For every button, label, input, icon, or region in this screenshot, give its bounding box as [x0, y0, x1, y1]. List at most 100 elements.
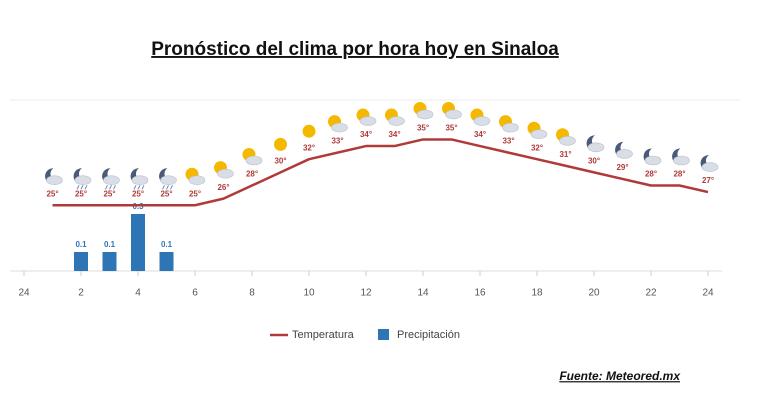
data-label: 33°	[331, 137, 343, 146]
weather-icon	[527, 121, 548, 139]
cloud	[416, 109, 434, 120]
chart-title: Pronóstico del clima por hora hoy en Sin…	[151, 39, 559, 60]
data-label: 0.1	[161, 240, 173, 249]
data-label: 32°	[531, 143, 543, 152]
legend-label: Temperatura	[292, 329, 355, 341]
legend: Temperatura Precipitación	[270, 329, 460, 341]
temperature-line	[52, 138, 709, 207]
weather-icon	[643, 148, 662, 166]
x-tick-label: 6	[192, 288, 198, 299]
data-label: 28°	[645, 170, 657, 179]
data-label: 29°	[616, 163, 628, 172]
weather-icon	[45, 168, 63, 186]
precip-bar	[131, 214, 145, 271]
weather-icon	[102, 168, 120, 190]
weather-icon	[556, 128, 576, 146]
data-label: 0.3	[132, 202, 144, 211]
cloud	[131, 175, 149, 186]
sun	[274, 137, 287, 151]
data-label: 28°	[673, 170, 685, 179]
data-label: 35°	[445, 124, 457, 133]
cloud	[445, 109, 462, 120]
weather-icon	[385, 108, 405, 126]
rain	[141, 185, 145, 190]
cloud	[74, 175, 92, 186]
data-label: 28°	[246, 170, 258, 179]
weather-icon	[356, 108, 377, 126]
data-label: 31°	[559, 150, 571, 159]
weather-icon	[185, 167, 206, 186]
rain	[162, 185, 165, 190]
x-tick-label: 24	[18, 288, 30, 299]
legend-swatch	[378, 329, 389, 340]
weather-icon	[499, 115, 519, 133]
data-label: 32°	[303, 143, 315, 152]
cloud	[245, 155, 263, 166]
cloud	[359, 116, 377, 126]
x-tick-label: 22	[645, 288, 657, 299]
cloud	[502, 122, 519, 133]
data-label: 30°	[588, 156, 600, 165]
x-tick-label: 12	[360, 288, 372, 299]
rain	[137, 185, 141, 190]
data-label: 0.1	[75, 240, 87, 249]
data-label: 35°	[417, 124, 429, 133]
data-label: 26°	[217, 183, 229, 192]
weather-icon	[700, 155, 719, 172]
cloud	[160, 175, 177, 186]
weather-icon	[130, 168, 149, 190]
rain	[80, 185, 84, 190]
data-label: 30°	[274, 156, 286, 165]
rain	[84, 185, 88, 190]
cloud	[644, 155, 662, 166]
data-label: 34°	[388, 130, 400, 139]
cloud	[701, 162, 719, 172]
rain	[170, 185, 173, 190]
data-label: 33°	[502, 137, 514, 146]
data-label: 34°	[474, 130, 486, 139]
weather-icon	[586, 135, 605, 153]
sun	[302, 124, 316, 138]
weather-icon	[274, 137, 287, 151]
data-label: 0.1	[104, 240, 116, 249]
rain	[105, 185, 108, 190]
cloud	[46, 175, 63, 186]
cloud	[331, 122, 348, 133]
rain	[133, 185, 137, 190]
cloud	[217, 168, 234, 179]
data-label: 25°	[189, 189, 201, 198]
cloud	[188, 175, 206, 186]
weather-icon	[470, 108, 491, 126]
x-tick-label: 20	[588, 288, 600, 299]
weather-icon	[413, 101, 434, 120]
x-tick-label: 2	[78, 288, 84, 299]
data-label: 34°	[360, 130, 372, 139]
weather-icon	[159, 168, 177, 190]
x-tick-label: 10	[303, 288, 315, 299]
data-label: 25°	[103, 189, 115, 198]
legend-label: Precipitación	[397, 329, 460, 341]
weather-icon	[442, 101, 462, 120]
rain	[113, 185, 116, 190]
cloud	[473, 116, 491, 126]
data-label: 25°	[75, 189, 87, 198]
cloud	[388, 116, 405, 126]
weather-icon	[672, 148, 690, 166]
precip-bar	[159, 252, 174, 271]
x-tick-label: 14	[417, 288, 429, 299]
x-tick-label: 16	[474, 288, 486, 299]
weather-icon	[242, 148, 263, 166]
x-tick-label: 18	[531, 288, 543, 299]
cloud	[530, 129, 548, 139]
weather-icon	[302, 124, 316, 138]
data-label: 25°	[46, 189, 58, 198]
cloud	[559, 135, 576, 146]
weather-icon	[328, 115, 348, 133]
cloud	[616, 149, 633, 159]
precip-bar	[102, 252, 117, 271]
cloud	[673, 155, 690, 166]
x-tick-label: 4	[135, 288, 141, 299]
weather-icon	[214, 161, 234, 179]
source: Fuente: Meteored.mx	[559, 369, 681, 383]
data-label: 25°	[132, 189, 144, 198]
